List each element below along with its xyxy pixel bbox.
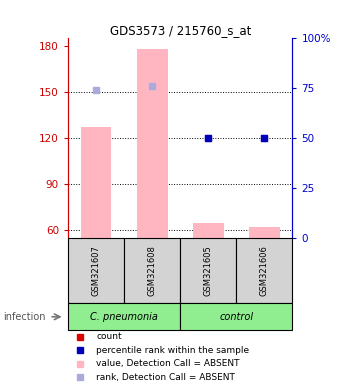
Bar	[68, 238, 124, 303]
Bar	[180, 238, 236, 303]
Text: count: count	[96, 333, 122, 341]
Bar	[249, 227, 280, 238]
Text: rank, Detection Call = ABSENT: rank, Detection Call = ABSENT	[96, 373, 235, 382]
Text: infection: infection	[3, 312, 46, 322]
Text: GSM321607: GSM321607	[91, 245, 101, 296]
Text: GSM321606: GSM321606	[260, 245, 269, 296]
Bar	[68, 303, 180, 330]
Text: C. pneumonia: C. pneumonia	[90, 312, 158, 322]
Bar	[81, 127, 112, 238]
Bar	[193, 223, 224, 238]
Bar	[236, 238, 292, 303]
Title: GDS3573 / 215760_s_at: GDS3573 / 215760_s_at	[109, 24, 251, 37]
Text: value, Detection Call = ABSENT: value, Detection Call = ABSENT	[96, 359, 239, 368]
Bar	[137, 49, 168, 238]
Text: control: control	[219, 312, 253, 322]
Text: GSM321605: GSM321605	[204, 245, 213, 296]
Bar	[180, 303, 292, 330]
Bar	[124, 238, 180, 303]
Text: percentile rank within the sample: percentile rank within the sample	[96, 346, 249, 355]
Text: GSM321608: GSM321608	[148, 245, 157, 296]
